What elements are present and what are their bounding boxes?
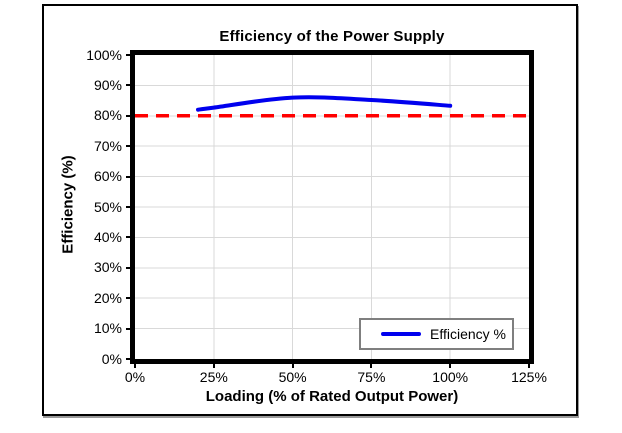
y-tick-mark — [126, 206, 130, 208]
legend-line-sample — [381, 332, 421, 336]
y-tick-label: 30% — [93, 259, 122, 276]
y-tick-label: 60% — [93, 168, 122, 185]
y-tick-mark — [126, 145, 130, 148]
plot-area — [130, 50, 534, 364]
x-tick-mark — [291, 364, 294, 368]
x-tick-label: 50% — [278, 369, 307, 385]
y-tick-mark — [126, 114, 130, 117]
y-tick-label: 100% — [86, 46, 122, 63]
y-tick-label: 40% — [93, 228, 122, 245]
y-tick-label: 70% — [93, 137, 122, 154]
x-tick-mark — [449, 364, 452, 368]
y-tick-label: 10% — [93, 320, 122, 337]
y-tick-mark — [126, 54, 130, 56]
legend-label: Efficiency % — [430, 326, 506, 342]
y-tick-label: 80% — [93, 107, 122, 124]
y-tick-mark — [126, 84, 130, 87]
y-tick-label: 90% — [93, 76, 122, 93]
x-tick-mark — [370, 364, 373, 368]
chart-title: Efficiency of the Power Supply — [219, 28, 445, 45]
plot-svg — [135, 55, 529, 359]
legend: Efficiency % — [359, 318, 514, 350]
efficiency-series-line — [196, 95, 453, 112]
y-tick-label: 20% — [93, 289, 122, 306]
y-tick-label: 50% — [93, 198, 122, 215]
x-tick-label: 100% — [432, 369, 469, 385]
y-tick-mark — [126, 266, 130, 269]
x-tick-label: 75% — [357, 369, 386, 385]
x-tick-label: 0% — [124, 369, 146, 385]
chart-frame: Efficiency of the Power Supply Efficienc… — [42, 4, 578, 416]
x-tick-mark — [212, 364, 215, 368]
y-tick-mark — [126, 297, 130, 300]
y-tick-mark — [126, 175, 130, 178]
x-tick-label: 125% — [511, 369, 547, 385]
y-tick-mark — [126, 236, 130, 239]
y-tick-mark — [126, 327, 130, 330]
y-tick-label: 0% — [101, 350, 122, 367]
x-tick-mark — [528, 364, 530, 368]
y-tick-mark — [126, 358, 130, 360]
x-tick-label: 25% — [199, 369, 228, 385]
x-tick-mark — [134, 364, 136, 368]
x-axis-title: Loading (% of Rated Output Power) — [205, 388, 459, 405]
